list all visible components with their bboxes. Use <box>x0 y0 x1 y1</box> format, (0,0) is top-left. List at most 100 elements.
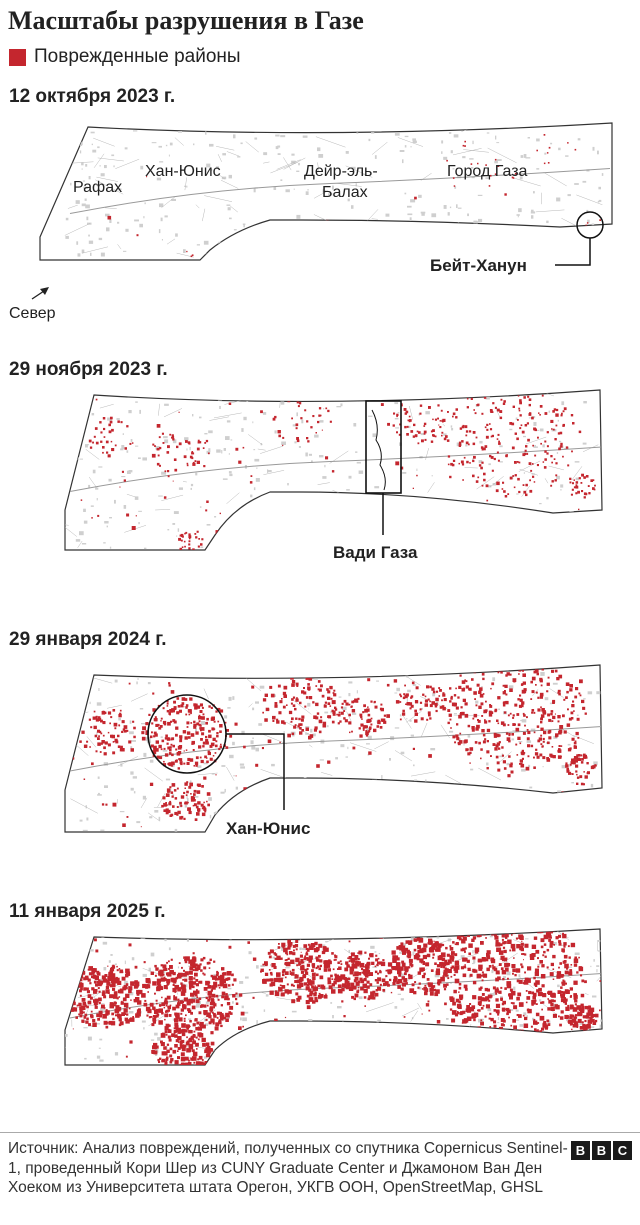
damage-patch <box>519 1033 524 1039</box>
damage-patch <box>112 964 115 967</box>
damage-patch <box>576 1005 581 1010</box>
damage-patch <box>323 968 328 972</box>
urban-area <box>348 681 353 684</box>
urban-area <box>184 804 188 808</box>
damage-patch <box>214 979 217 981</box>
damage-patch <box>179 761 183 765</box>
damage-patch <box>260 970 262 973</box>
urban-area <box>221 176 227 180</box>
damage-patch <box>463 1018 469 1023</box>
damage-patch <box>151 453 156 458</box>
urban-area <box>506 762 510 766</box>
damage-patch <box>450 953 453 956</box>
damage-patch <box>276 955 281 960</box>
damage-patch <box>125 993 130 998</box>
damage-patch <box>566 769 570 773</box>
damage-patch <box>146 984 151 989</box>
damage-patch <box>201 785 204 788</box>
road <box>260 445 284 454</box>
damage-patch <box>408 415 411 418</box>
urban-area <box>457 222 460 225</box>
damage-patch <box>441 434 443 437</box>
damage-patch <box>117 745 121 748</box>
damage-patch <box>551 461 553 464</box>
damage-patch <box>586 1012 590 1017</box>
urban-area <box>402 159 404 164</box>
urban-area <box>525 157 531 159</box>
damage-patch <box>186 462 189 465</box>
damage-patch <box>197 802 199 805</box>
damage-patch <box>287 733 291 738</box>
damage-patch <box>436 947 441 952</box>
damage-patch <box>461 463 465 466</box>
urban-area <box>140 165 144 170</box>
damage-patch <box>208 967 211 969</box>
urban-area <box>539 428 544 432</box>
damage-patch <box>176 697 180 700</box>
damage-patch <box>496 408 500 412</box>
damage-patch <box>557 749 562 753</box>
damage-patch <box>512 405 515 408</box>
urban-area <box>106 525 108 528</box>
damage-patch <box>227 977 231 981</box>
damage-patch <box>447 977 450 980</box>
damage-patch <box>395 461 400 466</box>
damage-patch <box>512 947 516 952</box>
damage-patch <box>178 411 180 413</box>
damage-patch <box>307 688 311 691</box>
road <box>315 136 346 148</box>
urban-area <box>579 1022 583 1025</box>
damage-patch <box>532 946 535 949</box>
urban-area <box>224 715 228 719</box>
damage-patch <box>163 723 167 726</box>
urban-area <box>412 684 417 686</box>
road <box>374 741 389 750</box>
damage-patch <box>506 981 512 986</box>
damage-patch <box>167 1035 171 1039</box>
damage-patch <box>95 718 100 722</box>
damage-patch <box>505 936 508 939</box>
urban-area <box>228 453 230 455</box>
damage-patch <box>103 1013 107 1017</box>
damage-patch <box>528 990 532 995</box>
urban-area <box>274 1045 278 1047</box>
damage-patch <box>221 995 224 999</box>
damage-patch <box>475 480 479 483</box>
damage-patch <box>189 1030 193 1034</box>
urban-area <box>88 1025 93 1027</box>
damage-patch <box>524 1016 528 1021</box>
damage-patch <box>345 961 349 965</box>
damage-patch <box>102 990 105 994</box>
damage-patch <box>195 983 199 987</box>
damage-patch <box>198 716 202 720</box>
damage-patch <box>382 989 386 992</box>
damage-patch <box>523 490 527 494</box>
damage-patch <box>125 1019 130 1024</box>
road <box>410 771 436 777</box>
damage-patch <box>500 398 503 401</box>
damage-patch <box>495 992 498 995</box>
urban-area <box>517 801 520 805</box>
damage-patch <box>506 672 510 676</box>
urban-area <box>254 458 260 462</box>
damage-patch <box>542 993 547 998</box>
urban-area <box>211 773 215 775</box>
damage-patch <box>156 981 161 986</box>
damage-patch <box>153 1042 158 1048</box>
urban-area <box>372 433 377 438</box>
damage-patch <box>464 739 468 743</box>
damage-patch <box>364 983 367 986</box>
damage-patch <box>592 1021 597 1025</box>
urban-area <box>520 155 524 158</box>
damage-patch <box>180 991 186 996</box>
damage-patch <box>208 452 210 455</box>
urban-area <box>485 177 489 179</box>
urban-area <box>609 778 614 781</box>
damage-patch <box>100 440 103 443</box>
damage-patch <box>432 418 434 421</box>
damage-patch <box>183 997 188 1002</box>
damage-patch <box>300 951 302 953</box>
urban-area <box>541 532 547 536</box>
damage-patch <box>573 741 577 745</box>
damage-patch <box>163 968 166 971</box>
